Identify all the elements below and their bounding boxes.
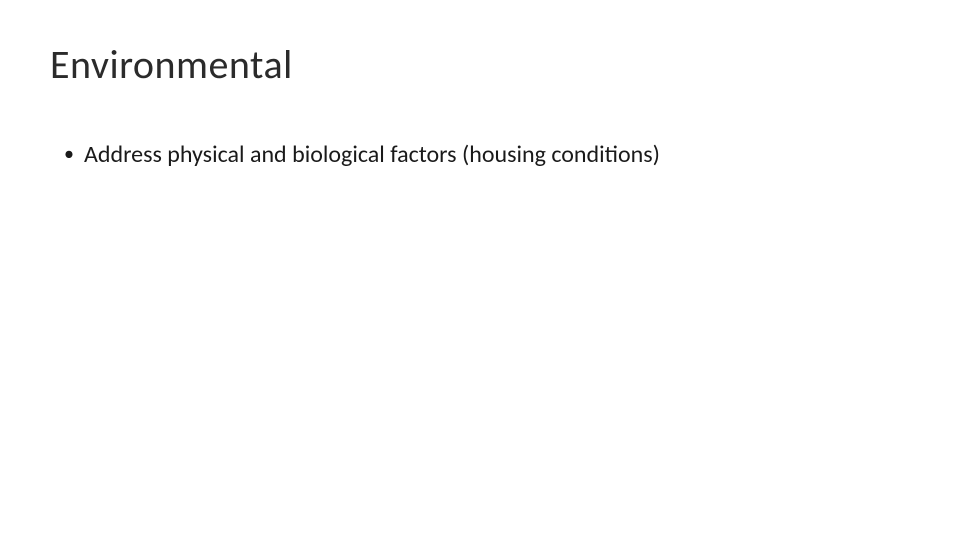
slide-content: • Address physical and biological factor… [50,139,910,170]
slide-container: Environmental • Address physical and bio… [0,0,960,540]
bullet-text: Address physical and biological factors … [84,139,910,170]
bullet-item: • Address physical and biological factor… [64,139,910,170]
slide-title: Environmental [50,40,910,89]
bullet-marker: • [64,139,74,169]
